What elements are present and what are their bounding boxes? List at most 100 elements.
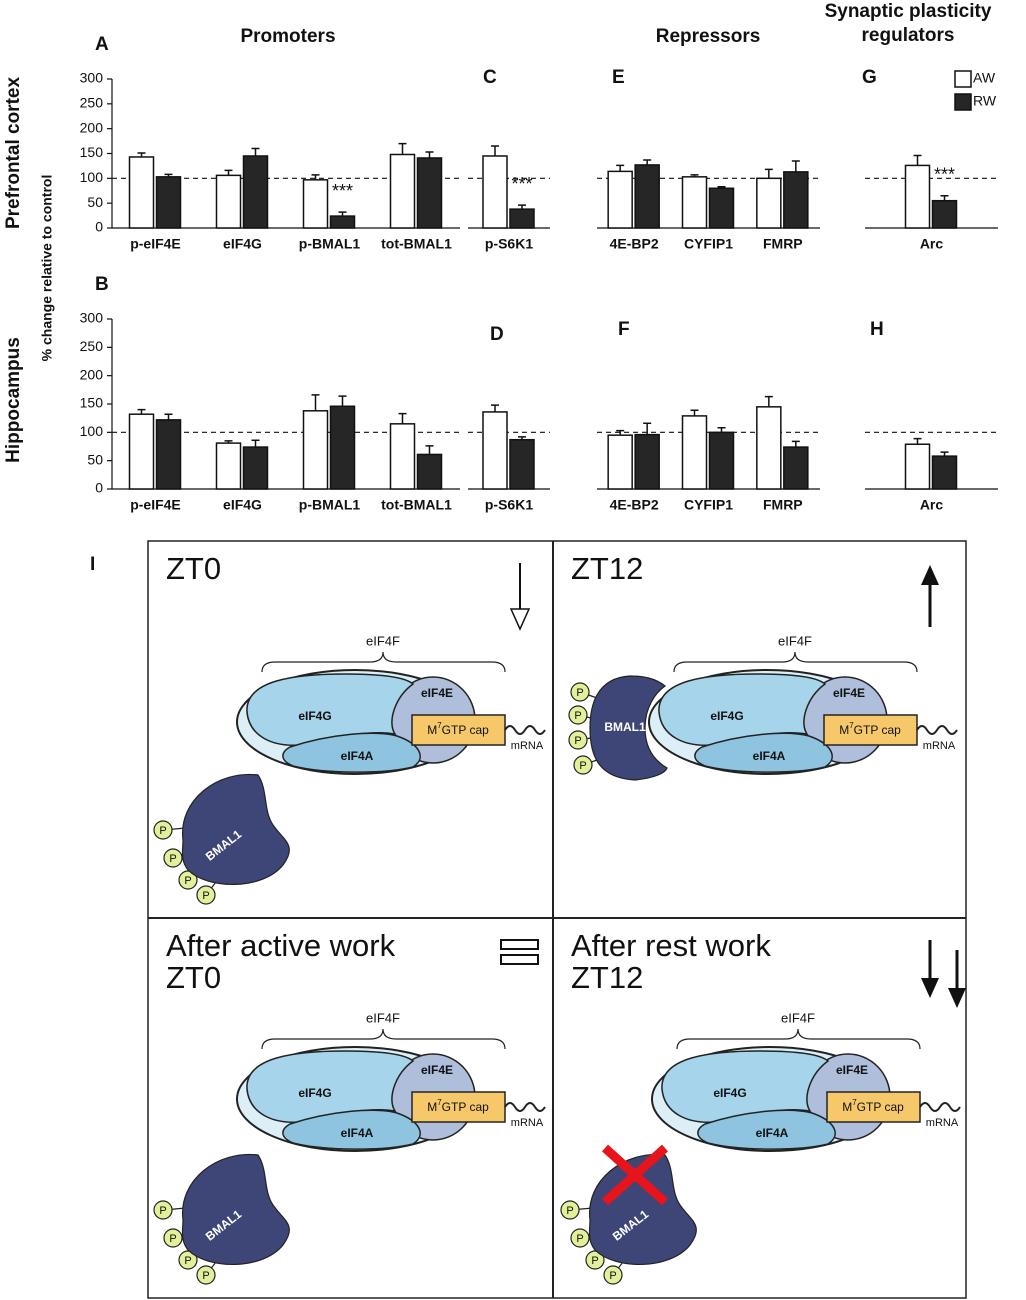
- bar: [904, 443, 931, 490]
- cap-label-part: GTP cap: [857, 1100, 904, 1114]
- error-bar: [791, 160, 800, 172]
- eif4a: [697, 1109, 836, 1150]
- bar: [389, 423, 416, 490]
- significance: ***: [511, 174, 532, 194]
- phosphate-label: P: [159, 825, 166, 837]
- x-tick-label: FMRP: [763, 236, 803, 252]
- error-bar: [164, 413, 173, 420]
- bar: [482, 411, 508, 490]
- phosphate: [603, 1265, 623, 1285]
- x-tick-label: tot-BMAL1: [381, 236, 452, 252]
- header-synaptic: Synaptic plasticity: [825, 1, 992, 22]
- y-tick-label: 0: [95, 219, 103, 235]
- eif4e-label: eIF4E: [833, 686, 865, 700]
- phosphate-label: P: [574, 735, 581, 747]
- panel-label: B: [95, 274, 109, 295]
- header-promoters: Promoters: [240, 26, 335, 47]
- cap-label-part: GTP cap: [442, 1100, 489, 1114]
- phosphate: [163, 1228, 183, 1248]
- significance: ***: [332, 181, 353, 201]
- phosphate-label: P: [574, 710, 581, 722]
- header-repressors: Repressors: [656, 26, 761, 47]
- error-bar: [491, 404, 499, 412]
- mrna: [504, 725, 546, 735]
- panel-label: A: [95, 34, 109, 55]
- error-bar: [616, 429, 625, 436]
- x-tick-label: Arc: [920, 497, 944, 513]
- y-tick-label: 250: [80, 95, 104, 111]
- eif4g-label: eIF4G: [298, 709, 331, 723]
- brace: [261, 651, 506, 673]
- error-bar: [690, 409, 699, 416]
- bar: [509, 208, 535, 229]
- y-tick-label: 300: [80, 70, 104, 86]
- x-tick-label: p-eIF4E: [130, 236, 181, 252]
- cap-label-part: 7: [852, 1098, 857, 1107]
- error-bar: [251, 439, 260, 448]
- bar: [783, 171, 809, 229]
- eif4a-label: eIF4A: [753, 749, 786, 763]
- blocked-mark: [601, 1144, 669, 1206]
- panel-label: H: [870, 319, 884, 340]
- cap-label-part: 7: [437, 1098, 442, 1107]
- x-tick-label: p-BMAL1: [299, 236, 361, 252]
- phosphate-label: P: [576, 687, 583, 699]
- cap: [823, 714, 918, 746]
- error-bar: [311, 394, 320, 411]
- error-bar: [913, 437, 922, 445]
- error-bar: [137, 408, 146, 415]
- y-tick-label: 250: [80, 338, 104, 354]
- eif4a-label: eIF4A: [341, 749, 374, 763]
- row-label: Prefrontal cortex: [3, 77, 24, 229]
- bar: [329, 215, 356, 229]
- x-tick-label: p-S6K1: [485, 497, 533, 513]
- bar: [634, 164, 660, 229]
- error-bar: [425, 151, 434, 158]
- bmal1-shape: [181, 773, 290, 886]
- quadrant-title: After rest work: [571, 928, 771, 963]
- phosphate-label: P: [609, 1270, 616, 1282]
- cap-label-part: 7: [437, 721, 442, 730]
- phosphate: [163, 848, 183, 868]
- cap-label-part: M: [842, 1100, 852, 1114]
- equal-bar: [500, 954, 539, 965]
- complex-label: eIF4F: [366, 633, 400, 648]
- phosphate: [573, 755, 593, 775]
- mrna: [919, 1102, 961, 1112]
- diagram-frame: [147, 540, 967, 1299]
- bar: [708, 431, 735, 490]
- error-bar: [338, 395, 347, 407]
- arrow-head: [921, 565, 939, 585]
- error-bar: [251, 147, 260, 156]
- y-tick-label: 150: [80, 395, 104, 411]
- phosphate: [568, 730, 588, 750]
- error-bar: [717, 427, 726, 433]
- arrow-head: [921, 978, 939, 998]
- bar: [302, 410, 329, 490]
- brace: [676, 1028, 921, 1050]
- x-tick-label: FMRP: [763, 497, 803, 513]
- error-bar: [791, 440, 800, 448]
- y-tick-label: 100: [80, 169, 104, 185]
- header-synaptic: regulators: [862, 25, 955, 46]
- cap-label-part: 7: [849, 721, 854, 730]
- phosphate: [570, 682, 590, 702]
- y-tick-label: 100: [80, 423, 104, 439]
- cap-label: M7GTP cap: [839, 721, 901, 737]
- brace: [261, 1028, 506, 1050]
- bar: [155, 176, 182, 229]
- phosphate: [570, 1228, 590, 1248]
- error-bar: [224, 169, 233, 176]
- x-tick-label: p-S6K1: [485, 236, 533, 252]
- legend-swatch: [954, 70, 972, 88]
- eif4a-label: eIF4A: [341, 1126, 374, 1140]
- phosphate: [178, 1250, 198, 1270]
- x-tick-label: Arc: [920, 236, 944, 252]
- quadrant-title: ZT0: [166, 551, 221, 586]
- phosphate: [178, 870, 198, 890]
- bmal1-shape: [589, 675, 668, 781]
